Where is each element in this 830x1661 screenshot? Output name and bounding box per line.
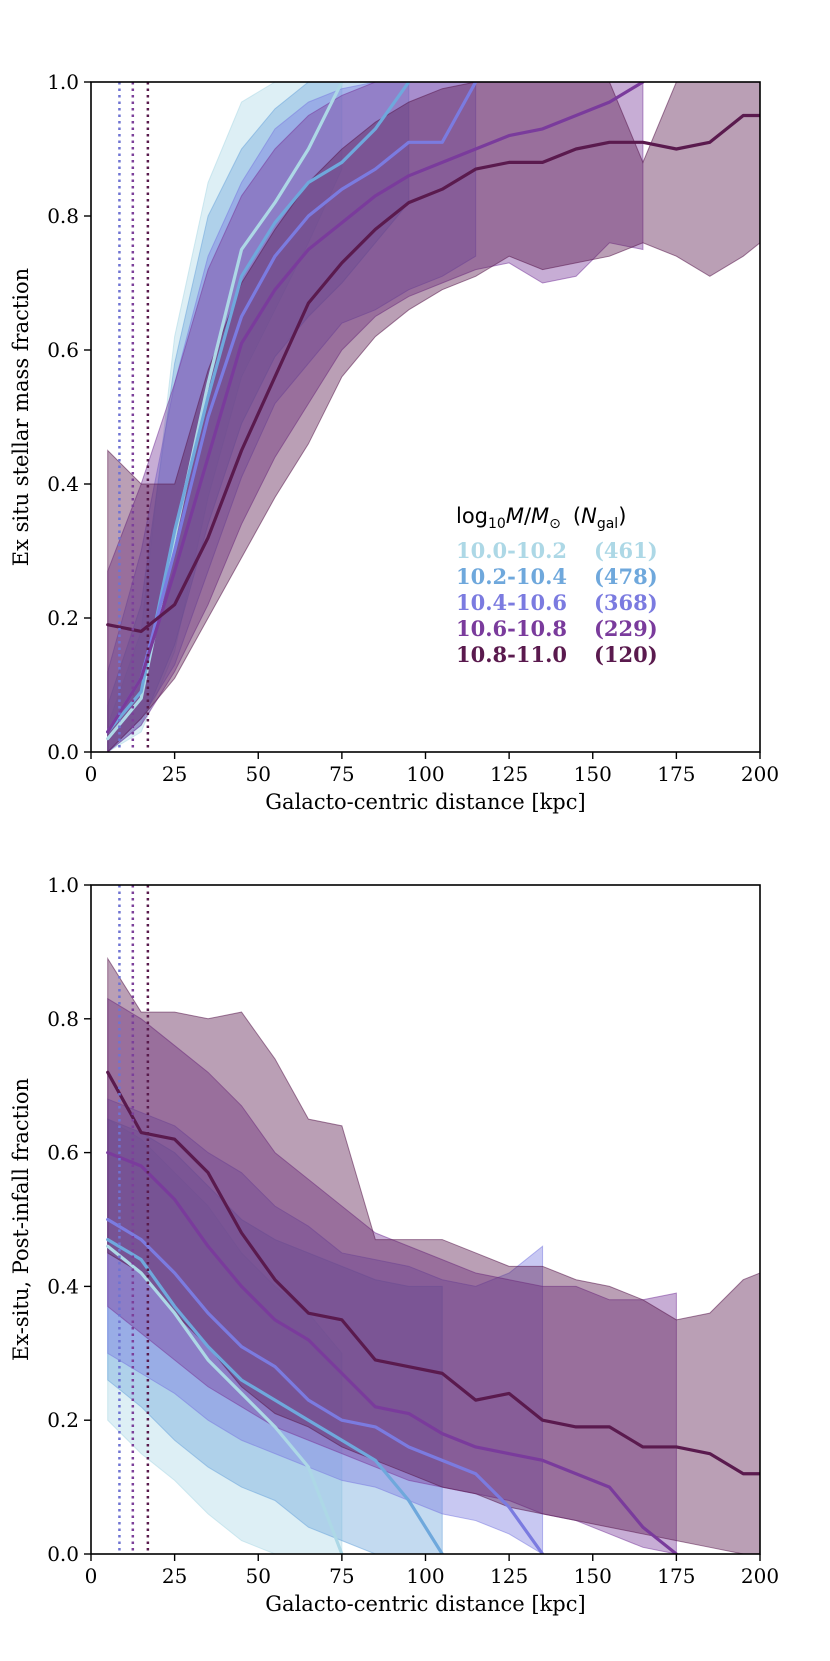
y-tick-label: 0.8	[47, 204, 79, 228]
series-band-4	[107, 82, 760, 752]
bottom-panel-post-infall-fraction: 0 25 50 75 100 125 150 175 200 0.0 0.2 0.4 0.6 0.8 1.0…	[9, 873, 779, 1616]
y-tick-label: 0.0	[47, 1542, 79, 1566]
legend-title: log10M/M⊙ (Ngal)	[456, 504, 626, 532]
x-tick-label: 0	[85, 762, 98, 786]
x-axis-label: Galacto-centric distance [kpc]	[265, 1592, 585, 1616]
series-band-4	[107, 956, 760, 1554]
series-line-3	[106, 1150, 678, 1554]
x-tick-label: 50	[246, 762, 271, 786]
legend-entry-count: (120)	[594, 642, 658, 667]
y-tick-label: 0.6	[47, 338, 79, 362]
legend: log10M/M⊙ (Ngal) 10.0-10.2 (461) 10.2-10.4 (4…	[456, 504, 658, 667]
series-band-2	[107, 82, 477, 752]
y-tick-label: 0.8	[47, 1007, 79, 1031]
y-tick-label: 0.0	[47, 740, 79, 764]
x-tick-label: 200	[741, 1564, 779, 1588]
top-panel-ex-situ-fraction: 0 25 50 75 100 125 150 175 200 0.0 0.2 0.4 0.6 0.8 1.0…	[9, 70, 779, 814]
x-tick-label: 75	[329, 1564, 354, 1588]
x-tick-label: 200	[741, 762, 779, 786]
legend-entry-range: 10.2-10.4	[456, 564, 567, 589]
y-tick-label: 0.4	[47, 472, 79, 496]
x-tick-label: 125	[490, 762, 528, 786]
x-axis-label: Galacto-centric distance [kpc]	[265, 790, 585, 814]
x-tick-label: 175	[657, 1564, 695, 1588]
x-tick-label: 150	[574, 1564, 612, 1588]
x-tick-label: 100	[406, 762, 444, 786]
y-tick-label: 0.6	[47, 1141, 79, 1165]
legend-entry-range: 10.6-10.8	[456, 616, 567, 641]
x-tick-label: 0	[85, 1564, 98, 1588]
series-line-0	[106, 1244, 344, 1554]
series-line-2	[106, 1217, 545, 1554]
legend-entry-count: (229)	[594, 616, 658, 641]
x-tick-label: 125	[490, 1564, 528, 1588]
y-tick-label: 1.0	[47, 70, 79, 94]
plot-area	[106, 885, 760, 1554]
x-tick-label: 100	[406, 1564, 444, 1588]
x-tick-label: 175	[657, 762, 695, 786]
x-tick-label: 150	[574, 762, 612, 786]
x-tick-label: 25	[162, 762, 187, 786]
series-line-2	[106, 82, 478, 734]
y-axis-label: Ex situ stellar mass fraction	[9, 268, 33, 566]
legend-entry-range: 10.4-10.6	[456, 590, 567, 615]
legend-entry-count: (461)	[594, 538, 658, 563]
legend-entry-range: 10.0-10.2	[456, 538, 567, 563]
x-tick-label: 50	[246, 1564, 271, 1588]
y-tick-label: 0.2	[47, 606, 79, 630]
legend-entry-count: (478)	[594, 564, 658, 589]
y-tick-label: 0.4	[47, 1274, 79, 1298]
y-tick-label: 0.2	[47, 1408, 79, 1432]
series-band-1	[107, 1118, 443, 1554]
plot-area	[106, 82, 760, 752]
y-tick-label: 1.0	[47, 873, 79, 897]
series-band-0	[107, 1118, 343, 1554]
legend-entry-range: 10.8-11.0	[456, 642, 567, 667]
y-axis-label: Ex-situ, Post-infall fraction	[9, 1078, 33, 1361]
legend-entry-count: (368)	[594, 590, 658, 615]
series-band-2	[107, 1098, 544, 1554]
x-tick-label: 25	[162, 1564, 187, 1588]
x-tick-label: 75	[329, 762, 354, 786]
